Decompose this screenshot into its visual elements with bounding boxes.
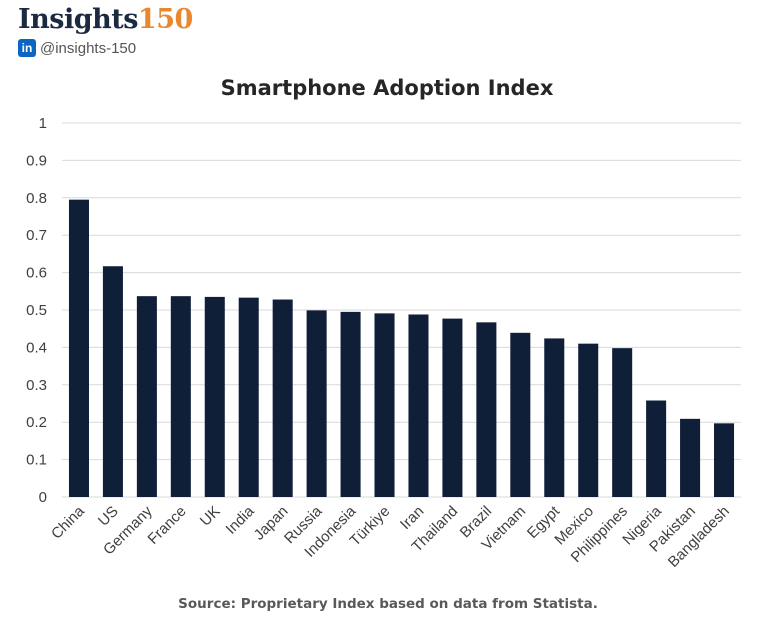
bar-türkiye <box>374 313 395 497</box>
bar-brazil <box>476 322 497 497</box>
x-tick-label: China <box>48 502 88 542</box>
bar-bangladesh <box>714 423 735 497</box>
y-tick-label: 0.4 <box>26 339 47 356</box>
linkedin-handle[interactable]: @insights-150 <box>40 39 137 57</box>
bar-france <box>170 296 191 497</box>
bar-chart: Smartphone Adoption Index 00.10.20.30.40… <box>26 76 741 571</box>
logo-word: Insights <box>18 4 138 35</box>
bar-us <box>102 266 123 497</box>
logo-number: 150 <box>137 4 193 35</box>
bar-germany <box>136 296 157 497</box>
y-tick-label: 0.7 <box>26 227 47 244</box>
y-tick-label: 0 <box>39 489 47 506</box>
chart-title: Smartphone Adoption Index <box>221 76 554 100</box>
source-note: Source: Proprietary Index based on data … <box>178 596 598 612</box>
bar-china <box>68 199 89 498</box>
y-axis-ticks: 0 0.1 0.2 0.3 0.4 0.5 0.6 0.7 0.8 0.9 1 <box>26 115 47 506</box>
bar-indonesia <box>340 311 361 497</box>
bar-russia <box>306 310 327 497</box>
linkedin-handle-row: in @insights-150 <box>18 39 193 57</box>
y-tick-label: 0.8 <box>26 190 47 207</box>
bar-egypt <box>544 338 565 497</box>
bar-india <box>238 297 259 497</box>
y-tick-label: 0.5 <box>26 302 47 319</box>
bar-uk <box>204 296 225 497</box>
gridlines <box>62 122 741 498</box>
bar-mexico <box>578 343 599 497</box>
logo: Insights150 <box>18 6 193 33</box>
linkedin-icon: in <box>18 39 36 57</box>
bar-pakistan <box>680 418 701 497</box>
y-tick-label: 0.6 <box>26 265 47 282</box>
y-tick-label: 0.1 <box>26 452 47 469</box>
x-tick-label: France <box>145 503 190 548</box>
y-tick-label: 0.3 <box>26 377 47 394</box>
y-tick-label: 1 <box>39 115 47 132</box>
brand-header: Insights150 in @insights-150 <box>18 6 193 57</box>
bars <box>68 199 735 498</box>
bar-philippines <box>612 348 633 497</box>
bar-japan <box>272 299 293 497</box>
x-tick-label: UK <box>197 503 224 530</box>
x-tick-label: US <box>95 503 122 530</box>
y-tick-label: 0.2 <box>26 414 47 431</box>
bar-iran <box>408 314 429 497</box>
bar-nigeria <box>646 400 667 497</box>
bar-vietnam <box>510 332 531 497</box>
bar-thailand <box>442 318 463 497</box>
y-tick-label: 0.9 <box>26 152 47 169</box>
